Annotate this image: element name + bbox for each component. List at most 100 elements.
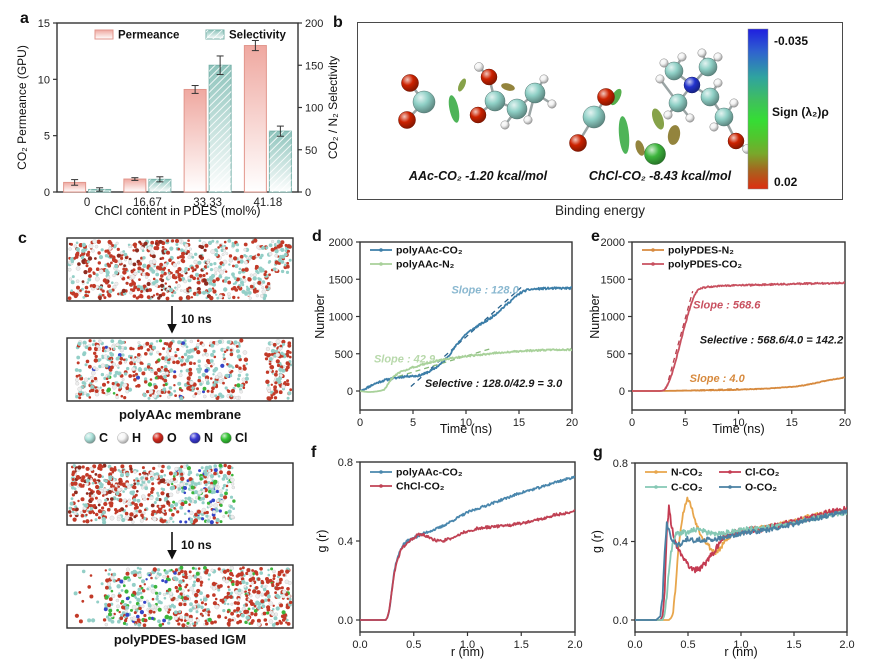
svg-text:0: 0 (305, 187, 311, 199)
svg-text:0: 0 (629, 417, 635, 429)
atom-O (569, 134, 587, 152)
svg-text:0: 0 (84, 197, 90, 209)
legend-sphere-O (152, 432, 164, 444)
colorbar-top-label: -0.035 (774, 34, 808, 48)
svg-text:500: 500 (335, 349, 353, 361)
legend-sphere-C (84, 432, 96, 444)
svg-text:N-CO₂: N-CO₂ (671, 467, 703, 479)
svg-text:2.0: 2.0 (567, 639, 582, 651)
legend-sphere-Cl (220, 432, 232, 444)
line-chart-body: 0.0 0.4 0.8 0.0 0.5 1.0 1.5 2.0 r (nm) g (r) N-CO₂… (590, 458, 855, 659)
svg-text:0.0: 0.0 (352, 639, 367, 651)
panel-g-line-chart: 0.0 0.4 0.8 0.0 0.5 1.0 1.5 2.0 r (nm) g (r) N-CO₂… (590, 458, 855, 659)
atom-C (698, 57, 718, 77)
svg-text:41.18: 41.18 (253, 197, 282, 209)
line-chart-body: 0 500 1000 1500 2000 0 5 10 15 20 Time (ns) Number S… (588, 237, 851, 436)
panel-g-letter: g (593, 444, 603, 461)
svg-text:0.8: 0.8 (613, 458, 628, 470)
svg-text:20: 20 (839, 417, 851, 429)
atom-H (713, 52, 723, 62)
panel-f-letter: f (311, 444, 317, 461)
binding-energy-caption: Binding energy (554, 203, 646, 218)
svg-text:5: 5 (682, 417, 688, 429)
panel-b-visualization: AAc-CO₂ -1.20 kcal/mol ChCl-CO₂ -8.43 kca… (398, 28, 829, 190)
svg-text:Slope : 4.0: Slope : 4.0 (690, 373, 746, 385)
svg-text:1.5: 1.5 (786, 639, 801, 651)
svg-text:1.5: 1.5 (514, 639, 529, 651)
svg-text:1000: 1000 (329, 312, 353, 324)
atom-H (474, 62, 484, 72)
isosurface-blob (651, 108, 665, 130)
svg-text:10: 10 (732, 417, 744, 429)
svg-text:1000: 1000 (601, 312, 625, 324)
panel-f-line-chart: 0.0 0.4 0.8 0.0 0.5 1.0 1.5 2.0 r (nm) g (r) polyA… (315, 457, 583, 659)
panel-e-letter: e (591, 228, 600, 245)
simulation-box (66, 337, 294, 402)
svg-text:0.5: 0.5 (406, 639, 421, 651)
binding-label-chcl: ChCl-CO₂ -8.43 kcal/mol (589, 169, 732, 183)
atom-H (697, 48, 707, 58)
isosurface-blob (635, 140, 645, 156)
caption-polypdes: polyPDES-based IGM (114, 632, 246, 647)
svg-text:polyPDES-CO₂: polyPDES-CO₂ (668, 259, 742, 271)
svg-text:polyAAc-CO₂: polyAAc-CO₂ (396, 467, 463, 479)
svg-text:0.4: 0.4 (613, 537, 628, 549)
series-polyPDES-CO₂ (632, 281, 845, 392)
svg-text:100: 100 (305, 103, 323, 115)
line-chart-body: 0.0 0.4 0.8 0.0 0.5 1.0 1.5 2.0 r (nm) g (r) polyA… (315, 457, 583, 659)
atom-C (714, 107, 734, 127)
colorbar-bottom-label: 0.02 (774, 175, 798, 189)
series-O-CO₂ (635, 509, 847, 621)
atom-H (685, 113, 695, 123)
isosurface-blob (501, 83, 515, 91)
svg-text:16.67: 16.67 (133, 197, 162, 209)
atom-H (713, 78, 723, 88)
svg-text:2000: 2000 (601, 237, 625, 249)
svg-text:polyPDES-N₂: polyPDES-N₂ (668, 245, 734, 257)
atom-O (597, 88, 615, 106)
atom-N (683, 76, 701, 94)
atom-O (727, 132, 745, 150)
svg-text:g (r): g (r) (590, 530, 604, 553)
panel-a-letter: a (20, 10, 29, 27)
atom-O (401, 74, 419, 92)
svg-text:1.0: 1.0 (733, 639, 748, 651)
atom-C (582, 105, 606, 129)
atom-H (547, 99, 557, 109)
panel-b-box: AAc-CO₂ -1.20 kcal/mol ChCl-CO₂ -8.43 kca… (357, 22, 843, 200)
atom-H (500, 120, 510, 130)
svg-text:ChCl-CO₂: ChCl-CO₂ (396, 481, 445, 493)
atom-C (664, 61, 684, 81)
atom-H (659, 58, 669, 68)
svg-text:CO₂ / N₂ Selectivity: CO₂ / N₂ Selectivity (326, 56, 340, 159)
legend-label-C: C (99, 431, 108, 445)
legend-label-H: H (132, 431, 141, 445)
atom-H (539, 74, 549, 84)
atom-H (709, 122, 719, 132)
svg-text:0: 0 (357, 417, 363, 429)
simulation-body: 10 ns 10 ns polyAAc membrane polyPDES-based… (66, 237, 294, 647)
svg-text:0.4: 0.4 (338, 536, 353, 548)
svg-text:5: 5 (410, 417, 416, 429)
svg-text:33.33: 33.33 (193, 197, 222, 209)
svg-text:5: 5 (44, 131, 50, 143)
svg-text:15: 15 (513, 417, 525, 429)
colorbar (747, 28, 769, 190)
atom-O (469, 106, 487, 124)
svg-text:0.0: 0.0 (613, 615, 628, 627)
atom-C (700, 87, 720, 107)
svg-text:10: 10 (38, 74, 50, 86)
svg-text:0.5: 0.5 (680, 639, 695, 651)
svg-text:g (r): g (r) (315, 530, 329, 553)
isosurface-blob (618, 116, 630, 154)
svg-text:Time (ns): Time (ns) (440, 422, 492, 436)
svg-text:10: 10 (460, 417, 472, 429)
svg-text:Number: Number (313, 294, 327, 338)
atom-C (668, 93, 688, 113)
binding-label-aac: AAc-CO₂ -1.20 kcal/mol (408, 169, 548, 183)
panel-e-line-chart: 0 500 1000 1500 2000 0 5 10 15 20 Time (ns) Number S… (588, 237, 851, 436)
svg-text:Slope : 568.6: Slope : 568.6 (693, 299, 761, 311)
series-ChCl-CO₂ (360, 509, 575, 621)
